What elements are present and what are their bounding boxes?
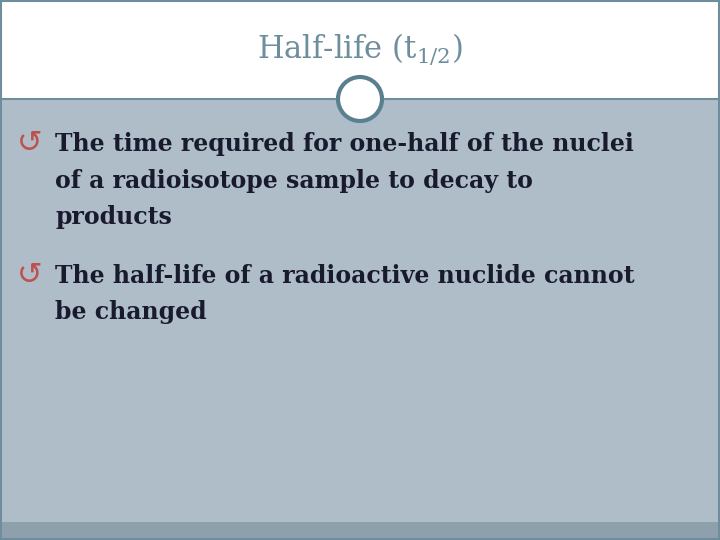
Circle shape	[338, 77, 382, 121]
Bar	[0, 522, 720, 540]
Text: ↺: ↺	[17, 130, 42, 159]
Bar	[0, 0, 720, 99]
Text: be changed: be changed	[55, 300, 207, 325]
Text: Half-life ($\mathregular{t_{1/2}}$): Half-life ($\mathregular{t_{1/2}}$)	[257, 31, 463, 68]
Text: ↺: ↺	[17, 261, 42, 290]
Bar	[0, 99, 720, 522]
Text: The half-life of a radioactive nuclide cannot: The half-life of a radioactive nuclide c…	[55, 264, 634, 288]
Text: products: products	[55, 205, 172, 229]
Text: of a radioisotope sample to decay to: of a radioisotope sample to decay to	[55, 168, 533, 193]
Text: The time required for one-half of the nuclei: The time required for one-half of the nu…	[55, 132, 634, 156]
